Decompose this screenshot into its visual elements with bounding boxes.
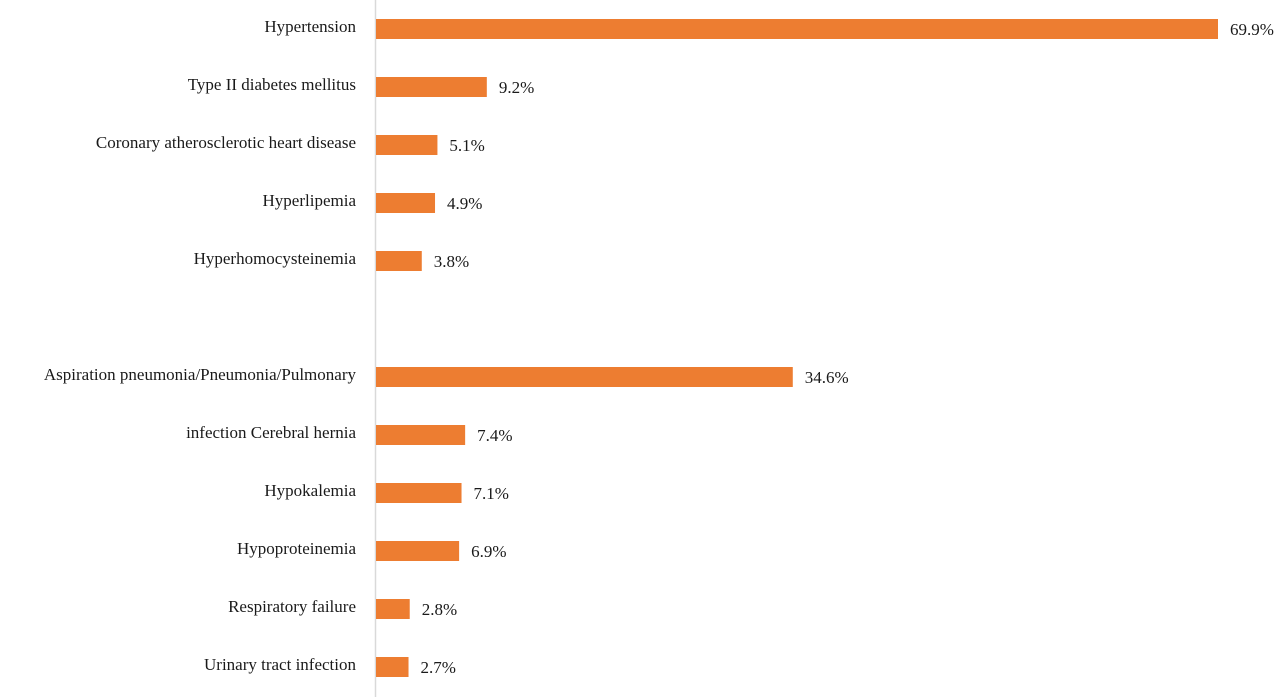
data-label: 4.9% xyxy=(447,194,482,213)
category-label: Hyperhomocysteinemia xyxy=(194,249,357,268)
data-label: 3.8% xyxy=(434,252,469,271)
bar xyxy=(376,193,436,213)
bar xyxy=(376,483,462,503)
data-label: 6.9% xyxy=(471,542,506,561)
value-labels: 69.9% 9.2% 5.1% 4.9% 3.8% 34.6% 7.4% 7.1% 6.9% 2.… xyxy=(421,20,1274,677)
data-label: 2.7% xyxy=(421,658,456,677)
category-label: Hyperlipemia xyxy=(263,191,357,210)
category-label: Respiratory failure xyxy=(228,597,356,616)
data-label: 5.1% xyxy=(449,136,484,155)
bar xyxy=(376,425,466,445)
bar xyxy=(376,599,410,619)
category-label: Hypoproteinemia xyxy=(237,539,356,558)
data-label: 69.9% xyxy=(1230,20,1274,39)
category-label: Urinary tract infection xyxy=(204,655,356,674)
data-label: 34.6% xyxy=(805,368,849,387)
bar xyxy=(376,251,422,271)
category-label: Hypokalemia xyxy=(264,481,356,500)
data-label: 2.8% xyxy=(422,600,457,619)
bars xyxy=(376,19,1218,677)
category-label: Type II diabetes mellitus xyxy=(188,75,356,94)
bar xyxy=(376,541,460,561)
category-label: infection Cerebral hernia xyxy=(186,423,356,442)
category-label: Aspiration pneumonia/Pneumonia/Pulmonary xyxy=(44,365,357,384)
bar xyxy=(376,135,438,155)
bar xyxy=(376,77,487,97)
bar xyxy=(376,19,1218,39)
data-label: 7.4% xyxy=(477,426,512,445)
category-label: Coronary atherosclerotic heart disease xyxy=(96,133,356,152)
bar xyxy=(376,657,409,677)
data-label: 9.2% xyxy=(499,78,534,97)
bar xyxy=(376,367,793,387)
category-label: Hypertension xyxy=(264,17,356,36)
category-labels: Hypertension Type II diabetes mellitus Cor… xyxy=(44,17,357,674)
data-label: 7.1% xyxy=(474,484,509,503)
